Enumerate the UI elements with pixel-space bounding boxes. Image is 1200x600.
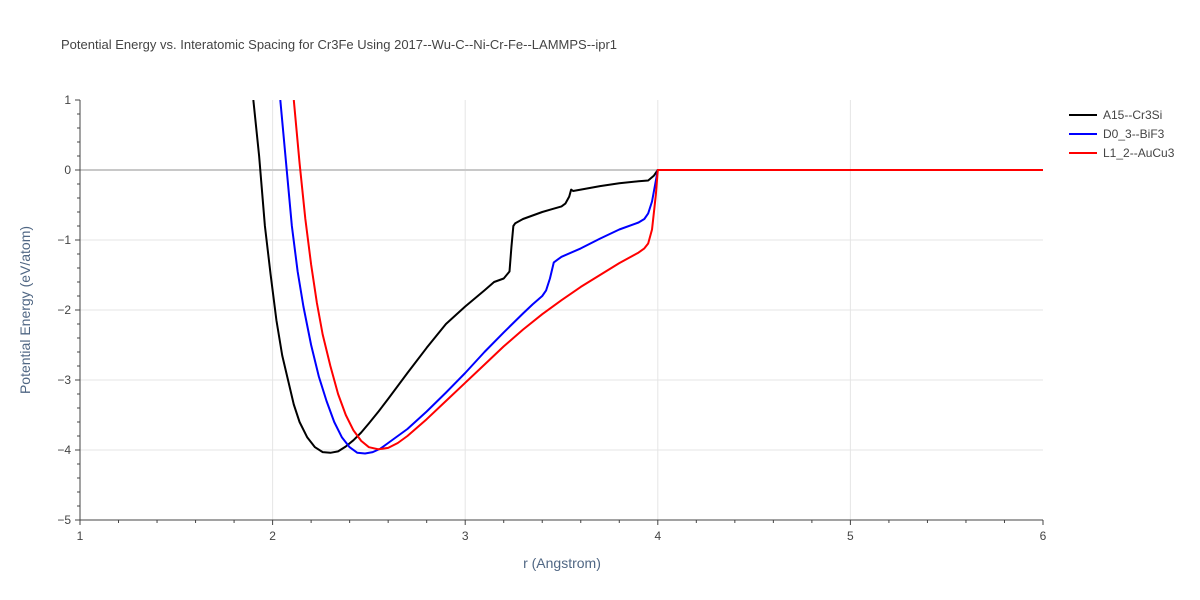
x-tick-label: 5 bbox=[847, 529, 854, 543]
y-tick-label: −5 bbox=[57, 513, 71, 527]
series-lines bbox=[252, 100, 1043, 455]
series-line-1 bbox=[252, 100, 1043, 454]
x-tick-label: 6 bbox=[1040, 529, 1047, 543]
y-tick-label: −4 bbox=[57, 443, 71, 457]
series-line-2 bbox=[279, 100, 1043, 455]
legend-label: D0_3--BiF3 bbox=[1103, 127, 1165, 141]
y-tick-label: 1 bbox=[64, 93, 71, 107]
grid-lines bbox=[79, 100, 1043, 521]
chart-title: Potential Energy vs. Interatomic Spacing… bbox=[61, 37, 617, 52]
y-tick-label: −1 bbox=[57, 233, 71, 247]
x-axis-title: r (Angstrom) bbox=[523, 555, 601, 571]
legend-label: A15--Cr3Si bbox=[1103, 108, 1162, 122]
x-tick-label: 2 bbox=[269, 529, 276, 543]
y-axis-title: Potential Energy (eV/atom) bbox=[17, 226, 33, 394]
legend-label: L1_2--AuCu3 bbox=[1103, 146, 1175, 160]
x-tick-label: 3 bbox=[462, 529, 469, 543]
x-tick-label: 4 bbox=[654, 529, 661, 543]
legend: A15--Cr3Si D0_3--BiF3 L1_2--AuCu3 bbox=[1069, 108, 1175, 160]
series-line-3 bbox=[292, 100, 1043, 451]
y-tick-label: −2 bbox=[57, 303, 71, 317]
y-tick-label: 0 bbox=[64, 163, 71, 177]
y-tick-label: −3 bbox=[57, 373, 71, 387]
tick-labels: 1 2 3 4 5 6 1 0 −1 −2 −3 −4 −5 bbox=[57, 93, 1046, 543]
x-tick-label: 1 bbox=[77, 529, 84, 543]
